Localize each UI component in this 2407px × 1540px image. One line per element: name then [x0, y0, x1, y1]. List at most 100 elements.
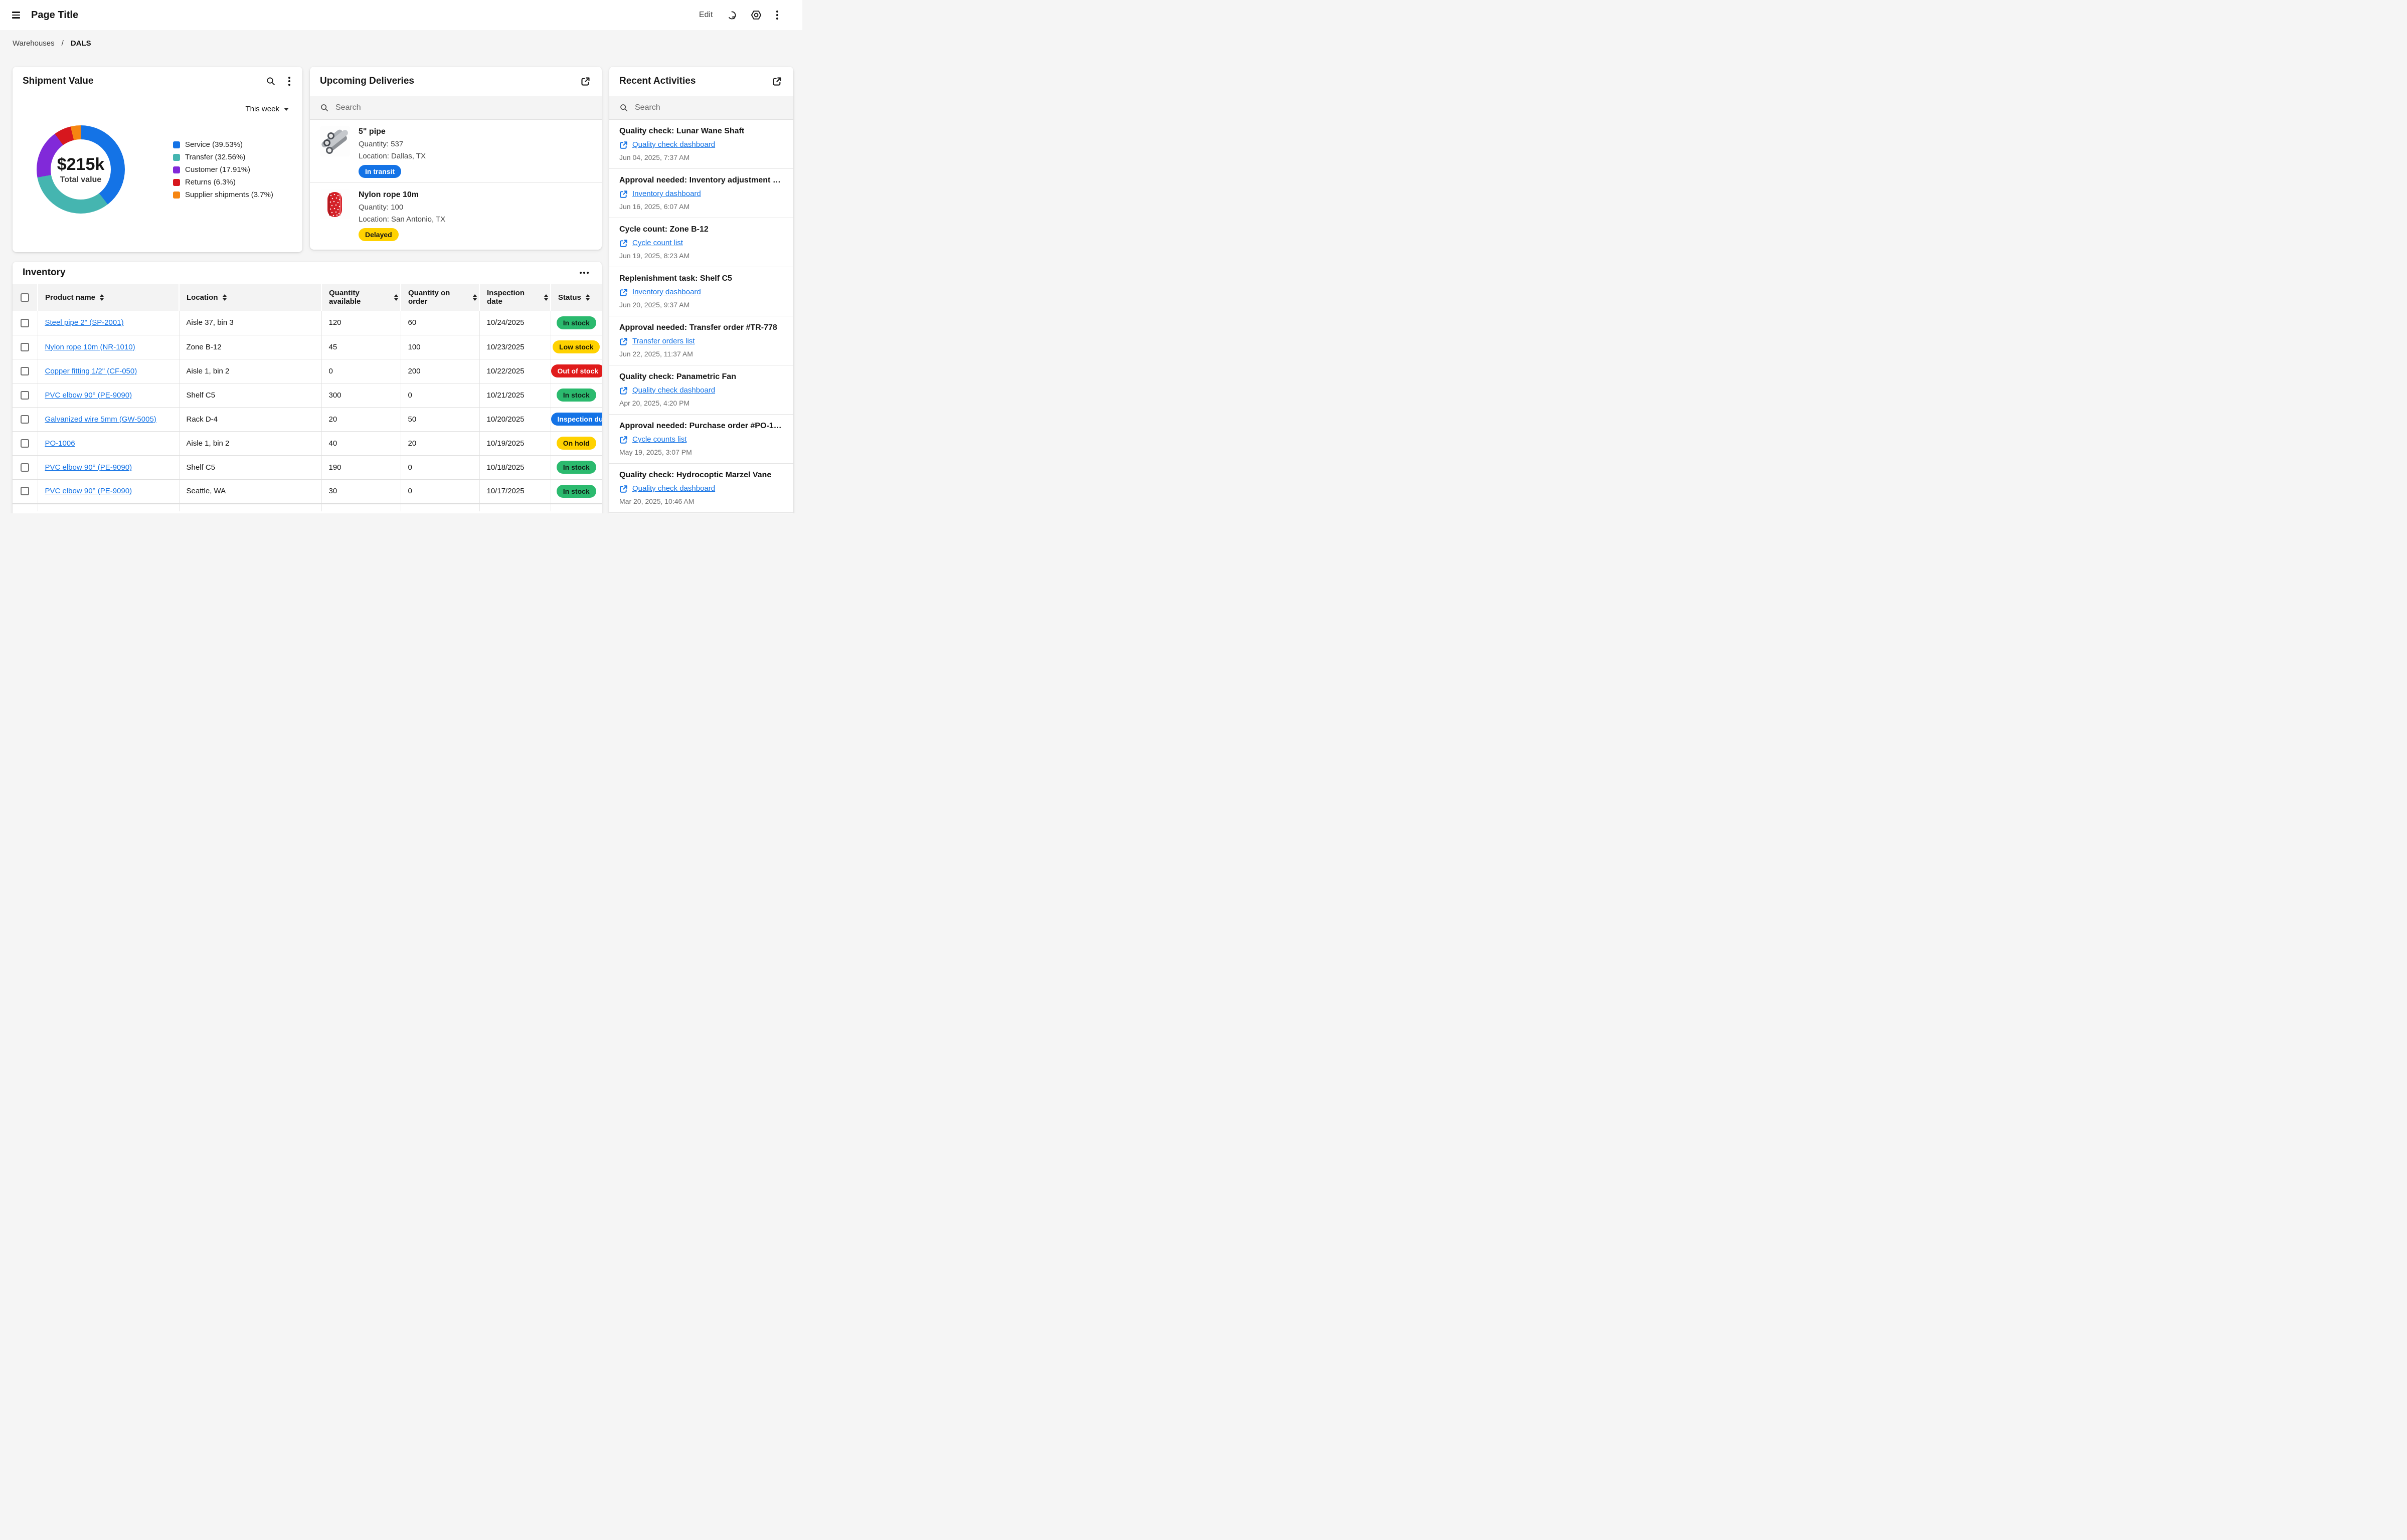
delivery-name: Nylon rope 10m [359, 189, 445, 201]
activity-link[interactable]: Inventory dashboard [632, 287, 701, 297]
product-link[interactable]: PVC elbow 90° (PE-9090) [45, 463, 132, 472]
cell-location: Zone B-12 [179, 335, 321, 359]
row-checkbox[interactable] [21, 367, 29, 375]
sort-icon[interactable] [586, 294, 590, 301]
breadcrumb-warehouses[interactable]: Warehouses [13, 39, 55, 48]
activity-item: Approval needed: Transfer order #TR-778 … [609, 316, 793, 365]
activity-title: Quality check: Panametric Fan [619, 371, 783, 382]
delivery-quantity: Quantity: 537 [359, 139, 426, 149]
breadcrumb-current: DALS [71, 39, 91, 48]
row-checkbox[interactable] [21, 415, 29, 424]
activity-item: Replenishment task: Shelf C5 Inventory d… [609, 267, 793, 316]
cell-qty-on-order: 50 [401, 407, 479, 431]
status-badge: Inspection due [551, 413, 602, 426]
activity-link[interactable]: Inventory dashboard [632, 189, 701, 199]
activity-link[interactable]: Transfer orders list [632, 336, 695, 346]
activity-link[interactable]: Cycle count list [632, 238, 683, 248]
cell-qty-on-order: 0 [401, 455, 479, 479]
shipment-donut-chart: $215k Total value [37, 125, 125, 214]
delivery-location: Location: San Antonio, TX [359, 215, 445, 225]
activity-timestamp: Mar 20, 2025, 10:46 AM [619, 497, 783, 506]
delivery-item[interactable]: Nylon rope 10m Quantity: 100 Location: S… [310, 182, 602, 246]
row-checkbox-cell [13, 431, 38, 455]
product-link[interactable]: Galvanized wire 5mm (GW-5005) [45, 415, 156, 424]
external-link-icon [619, 387, 628, 395]
product-link[interactable]: PO-1006 [45, 439, 75, 448]
activity-link[interactable]: Quality check dashboard [632, 484, 715, 494]
col-location: Location [187, 293, 218, 302]
row-checkbox[interactable] [21, 319, 29, 327]
activity-title: Quality check: Hydrocoptic Marzel Vane [619, 470, 783, 481]
external-link-icon [619, 190, 628, 199]
inventory-table: Product name Location Quantity available… [13, 284, 602, 511]
legend-item: Service (39.53%) [173, 138, 273, 151]
inventory-title: Inventory [23, 267, 579, 278]
delivery-status-badge: Delayed [359, 228, 399, 241]
inventory-overflow-icon[interactable] [579, 271, 590, 275]
card-overflow-icon[interactable] [287, 76, 291, 87]
row-checkbox[interactable] [21, 463, 29, 472]
deliveries-search-input[interactable] [335, 103, 592, 112]
cell-inspection-date: 10/21/2025 [479, 383, 551, 407]
external-link-icon[interactable] [580, 76, 591, 87]
table-row: PVC elbow 90° (PE-9090) Shelf C5 190 0 1… [13, 455, 602, 479]
search-icon [320, 103, 329, 112]
product-link[interactable]: PVC elbow 90° (PE-9090) [45, 487, 132, 495]
table-row: PO-1006 Aisle 1, bin 2 40 20 10/19/2025 … [13, 431, 602, 455]
row-checkbox[interactable] [21, 487, 29, 495]
row-checkbox-cell [13, 311, 38, 335]
hamburger-menu-icon[interactable] [10, 10, 22, 20]
status-badge: Low stock [553, 340, 600, 353]
overflow-menu-icon[interactable] [775, 10, 779, 21]
delivery-location: Location: Dallas, TX [359, 151, 426, 161]
cell-qty-available: 30 [321, 479, 401, 503]
activity-title: Cycle count: Zone B-12 [619, 224, 783, 235]
table-row: PVC elbow 90° (PE-9090) Shelf C5 300 0 1… [13, 383, 602, 407]
refresh-icon[interactable] [726, 10, 737, 21]
activity-link[interactable]: Quality check dashboard [632, 386, 715, 396]
activity-link[interactable]: Quality check dashboard [632, 140, 715, 150]
top-bar: Page Title Edit [0, 0, 802, 30]
upcoming-deliveries-title: Upcoming Deliveries [320, 76, 569, 87]
product-link[interactable]: Copper fitting 1/2" (CF-050) [45, 367, 137, 375]
legend-label: Supplier shipments (3.7%) [185, 190, 273, 199]
cell-qty-available: 300 [321, 383, 401, 407]
activities-search-input[interactable] [635, 103, 783, 112]
chevron-down-icon [284, 108, 289, 111]
cell-qty-on-order: 60 [401, 311, 479, 335]
cell-qty-available: 190 [321, 455, 401, 479]
row-checkbox[interactable] [21, 439, 29, 448]
legend-item: Supplier shipments (3.7%) [173, 188, 273, 201]
product-link[interactable]: Nylon rope 10m (NR-1010) [45, 343, 135, 351]
sort-icon[interactable] [223, 294, 227, 301]
period-dropdown[interactable]: This week [245, 105, 289, 113]
row-checkbox[interactable] [21, 343, 29, 351]
delivery-quantity: Quantity: 100 [359, 203, 445, 213]
select-all-checkbox[interactable] [13, 284, 38, 311]
sort-icon[interactable] [544, 294, 548, 301]
settings-nut-icon[interactable] [751, 10, 762, 21]
activities-list: Quality check: Lunar Wane Shaft Quality … [609, 120, 793, 513]
activity-timestamp: Jun 04, 2025, 7:37 AM [619, 153, 783, 162]
search-icon[interactable] [265, 76, 276, 87]
status-badge: In stock [557, 485, 596, 498]
activity-title: Approval needed: Purchase order #PO-1016 [619, 421, 783, 432]
delivery-status-badge: In transit [359, 165, 401, 178]
sort-icon[interactable] [473, 294, 477, 301]
external-link-icon[interactable] [771, 76, 782, 87]
sort-icon[interactable] [100, 294, 104, 301]
activity-link[interactable]: Cycle counts list [632, 435, 686, 445]
activity-item: Quality check: Lunar Wane Shaft Quality … [609, 120, 793, 169]
edit-button[interactable]: Edit [699, 11, 713, 20]
sort-icon[interactable] [394, 294, 398, 301]
cell-qty-on-order: 0 [401, 383, 479, 407]
external-link-icon [619, 141, 628, 149]
product-link[interactable]: Steel pipe 2" (SP-2001) [45, 318, 124, 327]
cell-location: Rack D-4 [179, 407, 321, 431]
warehouse-dashboard: Page Title Edit Warehouses / DALS [0, 0, 802, 513]
delivery-item[interactable]: 5" pipe Quantity: 537 Location: Dallas, … [310, 120, 602, 182]
upcoming-deliveries-card: Upcoming Deliveries [310, 67, 602, 250]
activity-item: Quality check: Panametric Fan Quality ch… [609, 365, 793, 415]
row-checkbox[interactable] [21, 391, 29, 400]
product-link[interactable]: PVC elbow 90° (PE-9090) [45, 391, 132, 400]
